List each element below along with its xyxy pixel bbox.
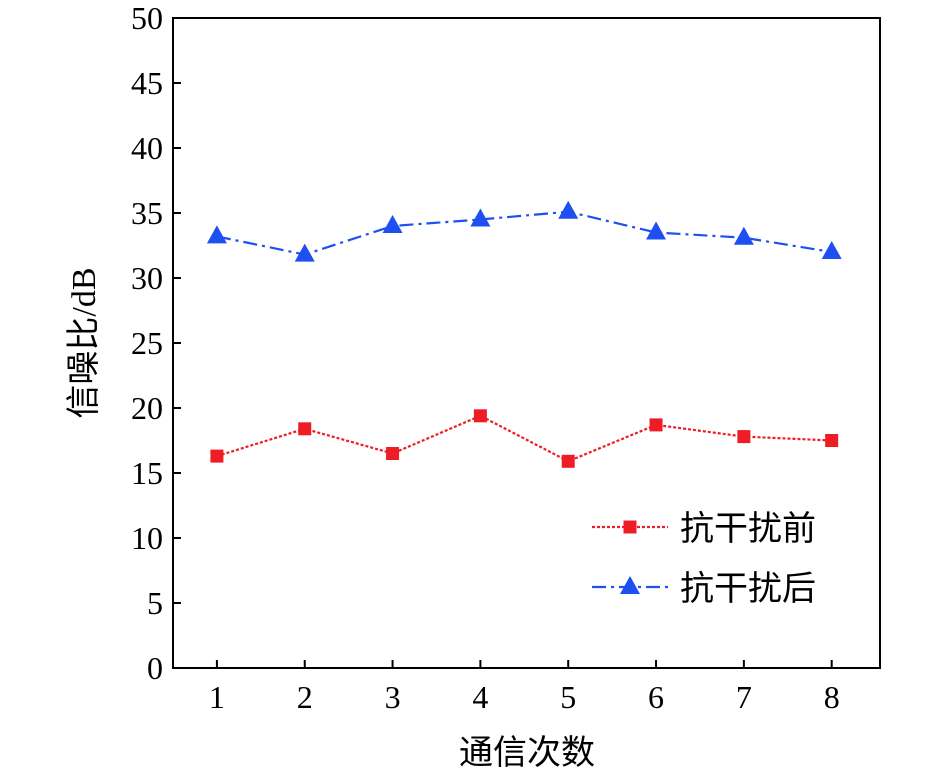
x-tick-label: 8 <box>824 679 840 715</box>
legend-marker <box>623 520 637 534</box>
legend-label: 抗干扰后 <box>680 570 816 608</box>
data-point-1 <box>386 447 400 460</box>
x-axis-label: 通信次数 <box>459 734 595 772</box>
y-tick-label: 30 <box>131 260 163 296</box>
data-point-1 <box>561 454 575 468</box>
y-tick-label: 35 <box>131 195 163 231</box>
y-tick-label: 50 <box>131 0 163 36</box>
data-point-2 <box>382 215 403 233</box>
x-tick-label: 6 <box>648 679 664 715</box>
data-point-2 <box>558 200 579 219</box>
data-point-1 <box>473 409 487 423</box>
x-tick-label: 4 <box>472 679 488 715</box>
data-point-2 <box>646 221 667 240</box>
series-line-2 <box>216 210 832 256</box>
x-tick-label: 5 <box>560 679 576 715</box>
legend-label: 抗干扰前 <box>680 510 816 548</box>
y-tick-label: 0 <box>147 650 163 686</box>
y-tick-label: 40 <box>131 130 163 166</box>
data-point-1 <box>210 449 224 463</box>
y-tick-label: 25 <box>131 325 163 361</box>
y-tick-label: 10 <box>131 520 163 556</box>
series-line-1 <box>216 414 832 463</box>
x-tick-label: 2 <box>297 679 313 715</box>
data-point-1 <box>737 430 751 444</box>
x-tick-label: 1 <box>209 679 225 715</box>
data-point-2 <box>733 226 754 245</box>
data-point-2 <box>821 241 842 259</box>
data-point-2 <box>470 208 491 227</box>
data-point-1 <box>649 418 663 432</box>
x-tick-label: 3 <box>385 679 401 715</box>
legend-marker <box>620 576 640 594</box>
data-point-1 <box>825 434 839 447</box>
data-point-2 <box>294 243 315 262</box>
y-tick-label: 20 <box>131 390 163 426</box>
y-tick-label: 5 <box>147 585 163 621</box>
x-tick-label: 7 <box>736 679 752 715</box>
data-point-1 <box>298 422 312 436</box>
y-tick-label: 15 <box>131 455 163 491</box>
y-tick-label: 45 <box>131 65 163 101</box>
data-point-2 <box>206 225 227 244</box>
y-axis-label: 信噪比/dB <box>65 267 103 418</box>
